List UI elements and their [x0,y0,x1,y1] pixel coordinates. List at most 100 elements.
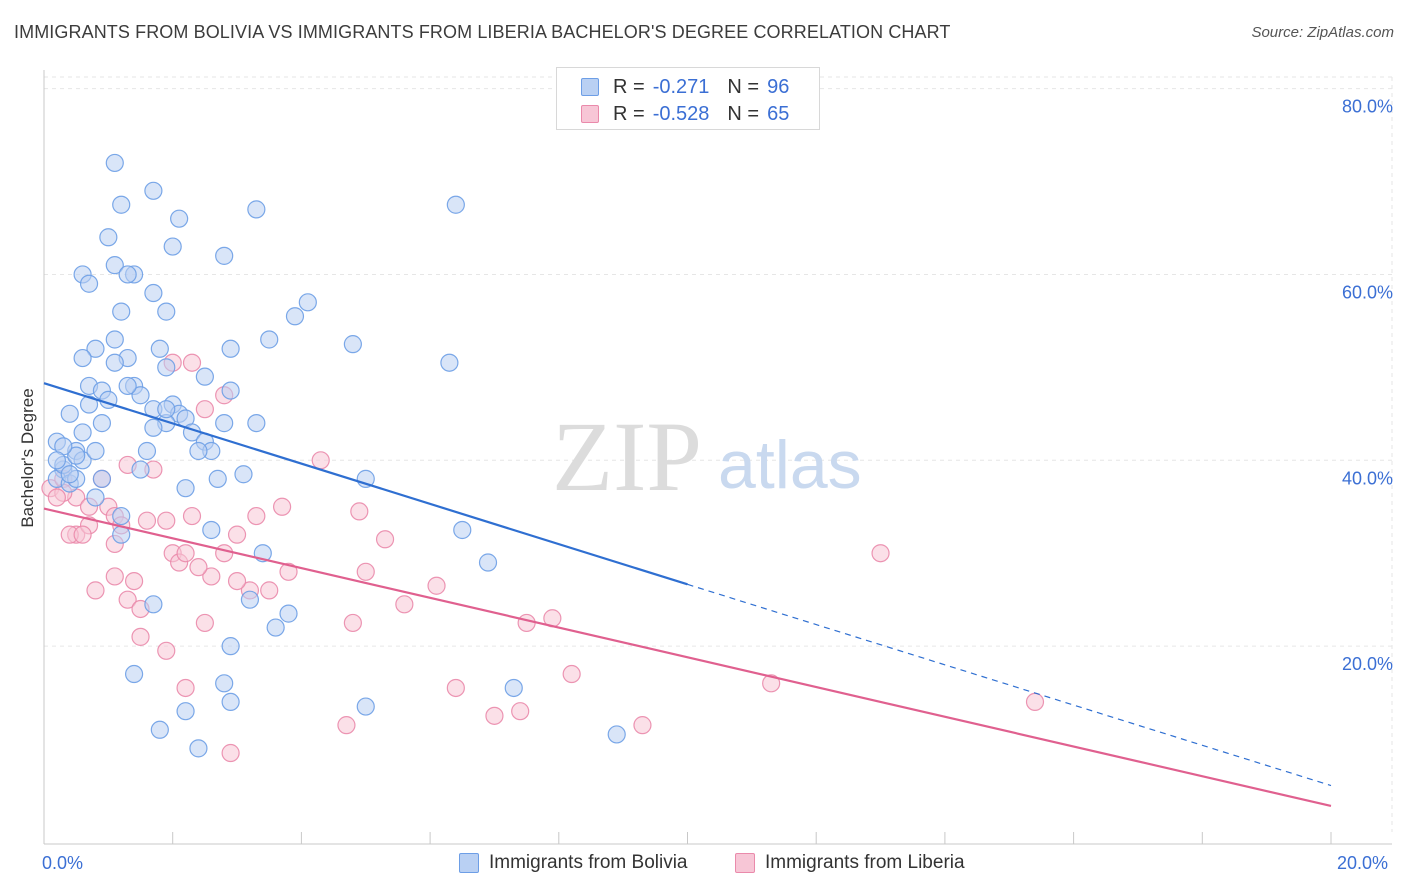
y-tick-label: 60.0% [1342,282,1393,302]
data-point-bolivia [105,353,124,372]
legend-r-label: R = [613,102,645,125]
data-point-bolivia [137,441,157,461]
data-point-liberia [446,678,465,698]
data-point-liberia [1025,692,1045,712]
data-point-bolivia [266,618,285,637]
data-point-liberia [182,506,202,526]
data-point-bolivia [150,720,169,739]
data-point-liberia [343,613,362,633]
data-point-bolivia [221,339,240,358]
data-point-bolivia [189,441,208,461]
data-point-bolivia [215,674,234,693]
data-point-bolivia [79,395,99,414]
data-point-bolivia [247,200,266,219]
data-point-bolivia [170,209,189,228]
data-point-bolivia [99,228,118,247]
legend-n-value-liberia: 65 [767,102,790,125]
trendline-liberia [43,507,1332,808]
data-point-liberia [227,525,247,544]
legend-n-value-bolivia: 96 [767,75,790,98]
data-point-liberia [202,567,221,586]
data-point-bolivia [105,153,124,173]
y-tick-label: 80.0% [1342,97,1393,117]
data-point-bolivia [221,381,240,400]
data-point-liberia [105,567,124,586]
watermark: ZIP atlas [552,401,862,512]
data-point-bolivia [105,256,124,275]
watermark-atlas: atlas [718,427,862,503]
data-point-liberia [131,627,150,646]
data-point-liberia [118,590,137,609]
data-point-bolivia [607,725,626,744]
data-point-bolivia [112,302,131,321]
legend-r-label: R = [613,75,645,98]
data-point-bolivia [453,520,472,540]
data-point-bolivia [356,697,375,716]
data-point-liberia [182,353,202,372]
data-point-bolivia [157,358,176,377]
watermark-zip: ZIP [552,401,702,512]
data-point-bolivia [504,678,523,698]
data-point-bolivia [131,386,150,405]
data-point-liberia [157,511,176,530]
data-point-bolivia [86,441,105,461]
data-point-bolivia [240,590,260,609]
data-point-liberia [189,558,208,577]
data-point-bolivia [234,465,253,484]
data-point-liberia [272,497,292,516]
y-tick-label: 40.0% [1342,468,1393,488]
data-point-bolivia [189,739,208,758]
data-point-liberia [247,506,266,526]
data-point-bolivia [208,469,227,488]
data-point-liberia [176,678,195,698]
data-point-liberia [427,576,446,595]
bottom-legend-liberia: Immigrants from Liberia [735,852,965,874]
data-point-bolivia [279,604,298,623]
data-point-liberia [73,525,92,544]
legend-row-liberia: R = -0.528 N = 65 [581,102,789,126]
data-point-bolivia [92,414,112,433]
data-point-bolivia [247,414,266,433]
data-point-bolivia [215,246,234,265]
source-label: Source: ZipAtlas.com [1251,24,1394,41]
data-point-bolivia [144,595,163,614]
data-point-liberia [337,716,356,735]
data-point-bolivia [221,637,240,656]
tick-labels: 0.0% 20.0% 20.0% 40.0% 60.0% 80.0% [42,97,1393,873]
trendline-bolivia [43,382,688,586]
data-point-liberia [350,502,369,521]
data-point-bolivia [440,353,459,372]
legend-row-bolivia: R = -0.271 N = 96 [581,75,789,99]
data-point-liberia [871,544,890,563]
legend-n-label: N = [727,75,760,98]
data-point-liberia [86,581,105,600]
data-point-liberia [762,674,781,693]
data-point-bolivia [112,195,131,214]
data-point-bolivia [150,339,169,358]
correlation-legend: R = -0.271 N = 96 R = -0.528 N = 65 [556,67,820,130]
data-point-bolivia [124,664,144,684]
data-point-bolivia [86,488,105,507]
data-point-liberia [356,562,375,581]
legend-swatch-liberia [581,105,599,123]
data-point-bolivia [73,423,92,442]
data-point-bolivia [163,237,182,256]
data-point-liberia [176,544,195,563]
data-point-bolivia [118,376,137,396]
data-point-liberia [517,613,536,633]
data-point-bolivia [202,520,221,540]
legend-n-label: N = [727,102,760,125]
data-point-bolivia [105,330,124,349]
data-point-liberia [227,571,247,591]
y-tick-label: 20.0% [1342,654,1393,674]
data-point-bolivia [221,692,240,712]
data-point-bolivia [260,330,279,349]
data-point-bolivia [79,274,99,293]
data-point-bolivia [176,702,195,721]
data-point-liberia [562,664,581,684]
data-point-bolivia [92,469,112,488]
data-point-bolivia [157,302,176,321]
data-point-bolivia [118,265,137,284]
data-point-bolivia [86,339,105,358]
